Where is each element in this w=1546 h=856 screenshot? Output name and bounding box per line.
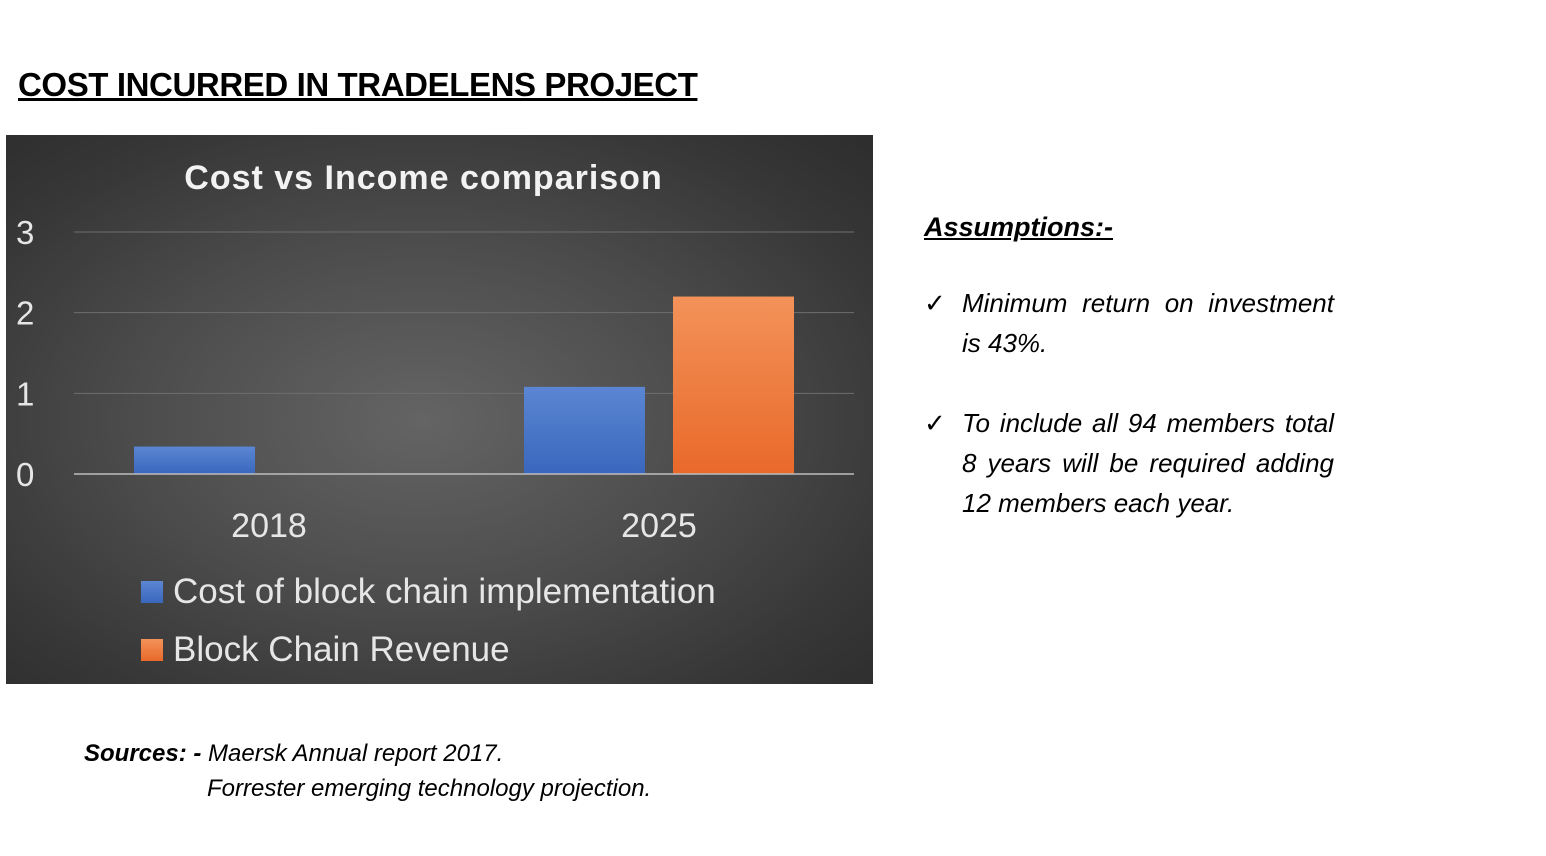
source-entry: Forrester emerging technology projection…: [207, 775, 652, 802]
chart-title: Cost vs Income comparison: [184, 159, 663, 197]
x-tick-label: 2025: [621, 507, 697, 545]
sources-note: Sources: - Maersk Annual report 2017. Fo…: [84, 736, 651, 806]
sources-label: Sources: -: [84, 740, 202, 767]
y-tick-label: 3: [16, 214, 34, 251]
chart-plot-area: 0 1 2 3 2018 2025: [16, 214, 854, 545]
legend-swatch-cost: [141, 581, 163, 603]
y-tick-label: 1: [16, 375, 34, 412]
legend-label-revenue: Block Chain Revenue: [173, 630, 510, 669]
assumption-text: To include all 94 members total 8 years …: [962, 408, 1334, 518]
y-tick-label: 2: [16, 295, 34, 332]
legend-label-cost: Cost of block chain implementation: [173, 572, 716, 611]
chart-legend: Cost of block chain implementation Block…: [141, 563, 716, 679]
y-tick-label: 0: [16, 456, 34, 493]
legend-item-revenue: Block Chain Revenue: [141, 621, 716, 679]
bar-cost-2025: [524, 386, 645, 474]
bar-revenue-2025: [673, 296, 794, 474]
assumptions-panel: Assumptions:- ✓ Minimum return on invest…: [924, 212, 1334, 563]
assumption-item: ✓ To include all 94 members total 8 year…: [924, 403, 1334, 523]
legend-swatch-revenue: [141, 639, 163, 661]
assumptions-heading: Assumptions:-: [924, 212, 1113, 242]
bar-cost-2018: [134, 446, 255, 474]
source-entry: Maersk Annual report 2017.: [208, 740, 504, 767]
checkmark-icon: ✓: [924, 408, 946, 438]
bar-chart: 0 1 2 3 2018 2025 Cost vs Income comparison C…: [6, 135, 873, 684]
checkmark-icon: ✓: [924, 288, 946, 318]
x-tick-label: 2018: [231, 507, 307, 545]
legend-item-cost: Cost of block chain implementation: [141, 563, 716, 621]
page-title: COST INCURRED IN TRADELENS PROJECT: [18, 66, 698, 103]
assumption-item: ✓ Minimum return on investment is 43%.: [924, 283, 1334, 363]
assumption-text: Minimum return on investment is 43%.: [962, 288, 1334, 358]
